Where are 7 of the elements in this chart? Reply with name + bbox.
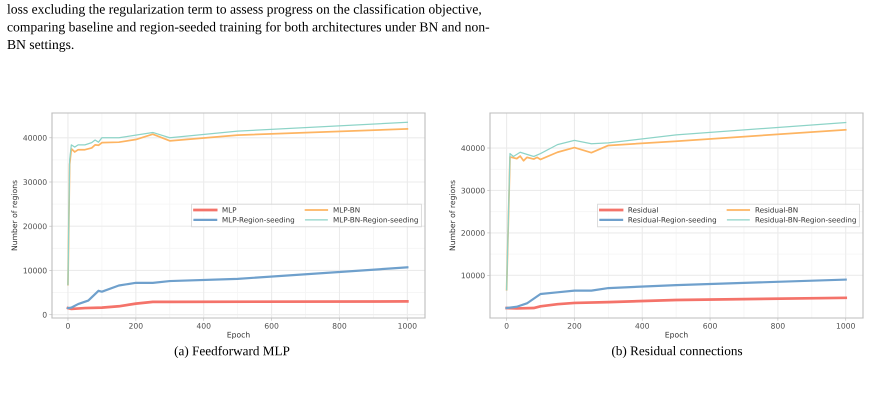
text: loss excluding the regularization term to assess progress on the classification objective, comparing baseline and region-seeded training for both architectures under BN and non- BN settings. — [7, 4, 490, 52]
line-series — [66, 300, 409, 310]
line-series — [66, 266, 408, 310]
line-series — [506, 278, 847, 310]
text: (a) Feedforward MLP — [174, 346, 290, 358]
line-series — [505, 296, 848, 310]
text: (b) Residual connections — [612, 346, 742, 358]
